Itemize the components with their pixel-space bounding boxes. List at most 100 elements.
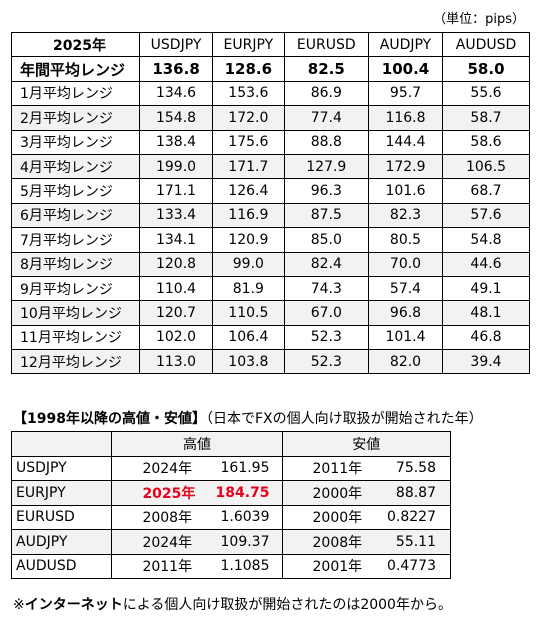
- range-value: 74.3: [283, 275, 369, 302]
- range-value: 44.6: [442, 251, 530, 277]
- row-label: 12月平均レンジ: [11, 349, 140, 375]
- range-value: 57.6: [442, 202, 530, 229]
- pair-name: EURUSD: [10, 504, 113, 530]
- month-row: 12月平均レンジ 113.0 103.8 52.3 82.0 39.4: [11, 349, 530, 375]
- row-label: 4月平均レンジ: [11, 153, 140, 180]
- highlow-title-main: 【1998年以降の高値・安値】: [13, 411, 206, 427]
- range-value: 113.0: [138, 349, 214, 375]
- pair-name: AUDJPY: [10, 529, 113, 555]
- range-value: 106.5: [442, 153, 530, 180]
- highlow-title: 【1998年以降の高値・安値】（日本でFXの個人向け取扱が開始された年）: [13, 408, 483, 428]
- range-value: 134.6: [138, 80, 214, 107]
- range-value: 48.1: [442, 300, 530, 326]
- range-value: 154.8: [138, 105, 214, 131]
- range-value: 120.9: [212, 227, 285, 253]
- range-value: 126.4: [212, 178, 285, 204]
- range-value: 171.7: [212, 153, 285, 180]
- month-row: 1月平均レンジ 134.6 153.6 86.9 95.7 55.6: [11, 80, 530, 107]
- range-header-row: 2025年 USDJPY EURJPY EURUSD AUDJPY AUDUSD: [11, 31, 530, 58]
- low-year: 2000年: [281, 504, 373, 530]
- high-value: 184.75: [204, 480, 283, 506]
- highlow-row: EURUSD 2008年 1.6039 2000年 0.8227: [10, 504, 451, 530]
- unit-label: （単位：pips）: [433, 12, 525, 27]
- range-value: 110.5: [212, 300, 285, 326]
- month-row: 3月平均レンジ 138.4 175.6 88.8 144.4 58.6: [11, 129, 530, 155]
- range-value: 116.8: [367, 105, 444, 131]
- month-row: 10月平均レンジ 120.7 110.5 67.0 96.8 48.1: [11, 300, 530, 326]
- low-value: 75.58: [372, 455, 451, 481]
- high-year: 2024年: [111, 455, 205, 481]
- low-value: 0.4773: [372, 553, 451, 579]
- low-year: 2011年: [281, 455, 373, 481]
- range-value: 86.9: [283, 80, 369, 107]
- highlow-row: AUDUSD 2011年 1.1085 2001年 0.4773: [10, 553, 451, 579]
- row-label: 1月平均レンジ: [11, 80, 140, 107]
- row-label: 年間平均レンジ: [11, 56, 140, 82]
- range-value: 82.4: [283, 251, 369, 277]
- highlow-table: 高値 安値 USDJPY 2024年 161.95 2011年 75.58 EURJPY 2…: [10, 431, 451, 579]
- currency-header: USDJPY: [138, 31, 214, 58]
- month-row: 4月平均レンジ 199.0 171.7 127.9 172.9 106.5: [11, 153, 530, 180]
- highlow-subtitle: （日本でFXの個人向け取扱が開始された年）: [205, 411, 483, 427]
- range-value: 46.8: [442, 324, 530, 351]
- range-value: 77.4: [283, 105, 369, 131]
- low-value: 88.87: [372, 480, 451, 506]
- pair-header: [10, 431, 113, 457]
- high-value: 161.95: [204, 455, 283, 481]
- high-header: 高値: [111, 431, 283, 457]
- range-value: 52.3: [283, 349, 369, 375]
- range-value: 80.5: [367, 227, 444, 253]
- range-value: 57.4: [367, 275, 444, 302]
- range-value: 101.6: [367, 178, 444, 204]
- range-value: 81.9: [212, 275, 285, 302]
- range-value: 199.0: [138, 153, 214, 180]
- range-value: 100.4: [367, 56, 444, 82]
- range-value: 106.4: [212, 324, 285, 351]
- high-value: 1.6039: [204, 504, 283, 530]
- range-value: 96.8: [367, 300, 444, 326]
- range-value: 82.0: [367, 349, 444, 375]
- currency-header: EURUSD: [283, 31, 369, 58]
- range-value: 136.8: [138, 56, 214, 82]
- pair-name: AUDUSD: [10, 553, 113, 579]
- month-row: 7月平均レンジ 134.1 120.9 85.0 80.5 54.8: [11, 227, 530, 253]
- footnote-bold: インターネット: [24, 597, 123, 613]
- range-value: 127.9: [283, 153, 369, 180]
- row-label: 3月平均レンジ: [11, 129, 140, 155]
- highlow-row: AUDJPY 2024年 109.37 2008年 55.11: [10, 529, 451, 555]
- range-value: 99.0: [212, 251, 285, 277]
- range-value: 68.7: [442, 178, 530, 204]
- row-label: 5月平均レンジ: [11, 178, 140, 204]
- range-value: 96.3: [283, 178, 369, 204]
- month-row: 6月平均レンジ 133.4 116.9 87.5 82.3 57.6: [11, 202, 530, 229]
- currency-header: AUDUSD: [442, 31, 530, 58]
- row-label: 8月平均レンジ: [11, 251, 140, 277]
- row-label: 9月平均レンジ: [11, 275, 140, 302]
- high-value: 109.37: [204, 529, 283, 555]
- footnote: ※インターネットによる個人向け取扱が開始されたのは2000年から。: [13, 594, 452, 614]
- range-value: 82.5: [283, 56, 369, 82]
- range-value: 101.4: [367, 324, 444, 351]
- range-value: 153.6: [212, 80, 285, 107]
- high-year: 2024年: [111, 529, 205, 555]
- footnote-text: による個人向け取扱が開始されたのは2000年から。: [122, 597, 452, 613]
- range-value: 58.0: [442, 56, 530, 82]
- range-value: 110.4: [138, 275, 214, 302]
- pair-name: EURJPY: [10, 480, 113, 506]
- range-value: 82.3: [367, 202, 444, 229]
- low-year: 2008年: [281, 529, 373, 555]
- annual-row: 年間平均レンジ 136.8 128.6 82.5 100.4 58.0: [11, 56, 530, 82]
- range-value: 52.3: [283, 324, 369, 351]
- row-label: 2月平均レンジ: [11, 105, 140, 131]
- low-value: 55.11: [372, 529, 451, 555]
- range-value: 172.0: [212, 105, 285, 131]
- range-value: 85.0: [283, 227, 369, 253]
- year-header: 2025年: [11, 31, 140, 58]
- monthly-range-table: 2025年 USDJPY EURJPY EURUSD AUDJPY AUDUSD…: [11, 31, 530, 375]
- footnote-prefix: ※: [13, 597, 25, 613]
- month-row: 11月平均レンジ 102.0 106.4 52.3 101.4 46.8: [11, 324, 530, 351]
- row-label: 6月平均レンジ: [11, 202, 140, 229]
- range-value: 138.4: [138, 129, 214, 155]
- range-value: 58.7: [442, 105, 530, 131]
- month-row: 9月平均レンジ 110.4 81.9 74.3 57.4 49.1: [11, 275, 530, 302]
